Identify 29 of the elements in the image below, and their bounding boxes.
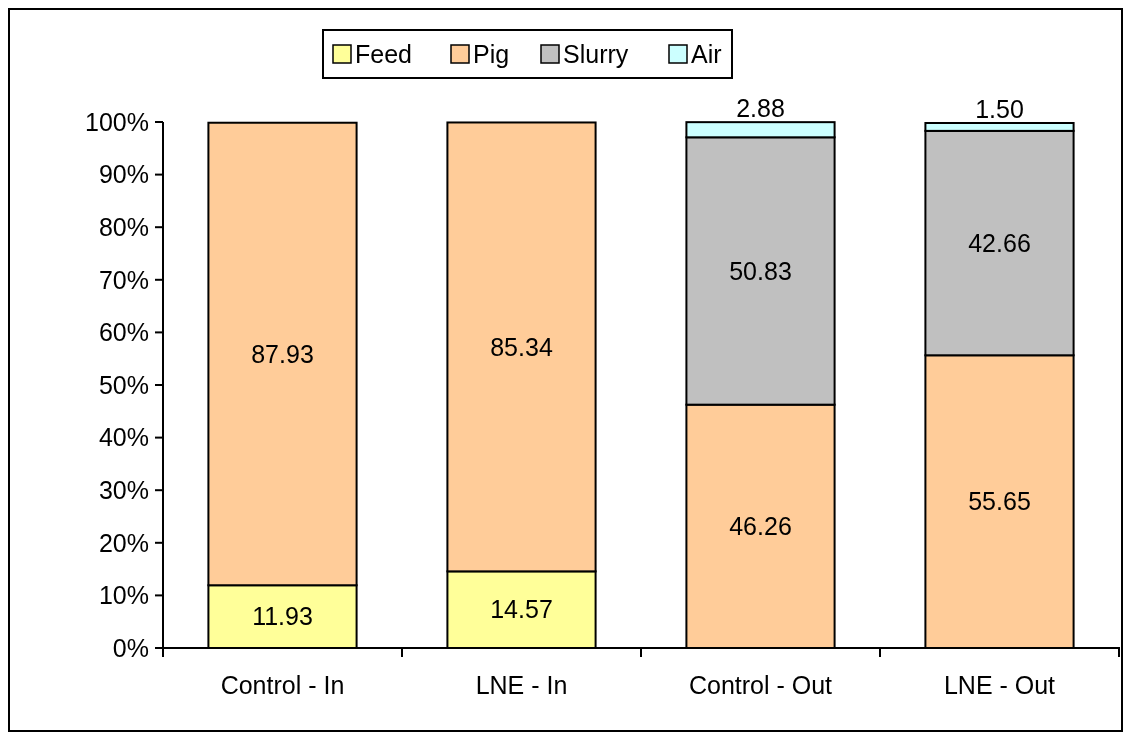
- x-tick-label: Control - In: [220, 671, 345, 699]
- y-tick-label: 50%: [98, 370, 149, 399]
- x-tick-label: Control - Out: [688, 671, 833, 699]
- y-tick-label: 100%: [85, 107, 149, 136]
- data-label: 14.57: [490, 595, 553, 624]
- data-label: 2.88: [736, 94, 785, 123]
- y-tick-label: 80%: [98, 212, 149, 241]
- data-label: 11.93: [252, 602, 313, 631]
- data-label: 46.26: [729, 512, 792, 541]
- y-tick-label: 10%: [98, 581, 149, 610]
- legend-label: Feed: [355, 39, 412, 68]
- legend-label: Air: [691, 39, 722, 68]
- y-tick-label: 30%: [98, 475, 149, 504]
- y-tick-label: 70%: [98, 265, 149, 294]
- data-label: 1.50: [975, 95, 1024, 123]
- y-tick-label: 40%: [98, 423, 149, 452]
- data-label: 50.83: [729, 256, 792, 285]
- data-label: 87.93: [251, 339, 314, 368]
- data-label: 55.65: [968, 487, 1031, 516]
- y-tick-label: 60%: [98, 318, 149, 347]
- y-tick-label: 0%: [112, 633, 149, 662]
- legend-label: Slurry: [563, 39, 629, 68]
- x-tick-label: LNE - In: [475, 671, 568, 699]
- data-label: 42.66: [968, 228, 1031, 257]
- y-tick-label: 90%: [98, 160, 149, 189]
- x-tick-label: LNE - Out: [943, 671, 1056, 699]
- data-label: 85.34: [490, 332, 553, 361]
- legend-label: Pig: [473, 39, 510, 68]
- y-tick-label: 20%: [98, 528, 149, 557]
